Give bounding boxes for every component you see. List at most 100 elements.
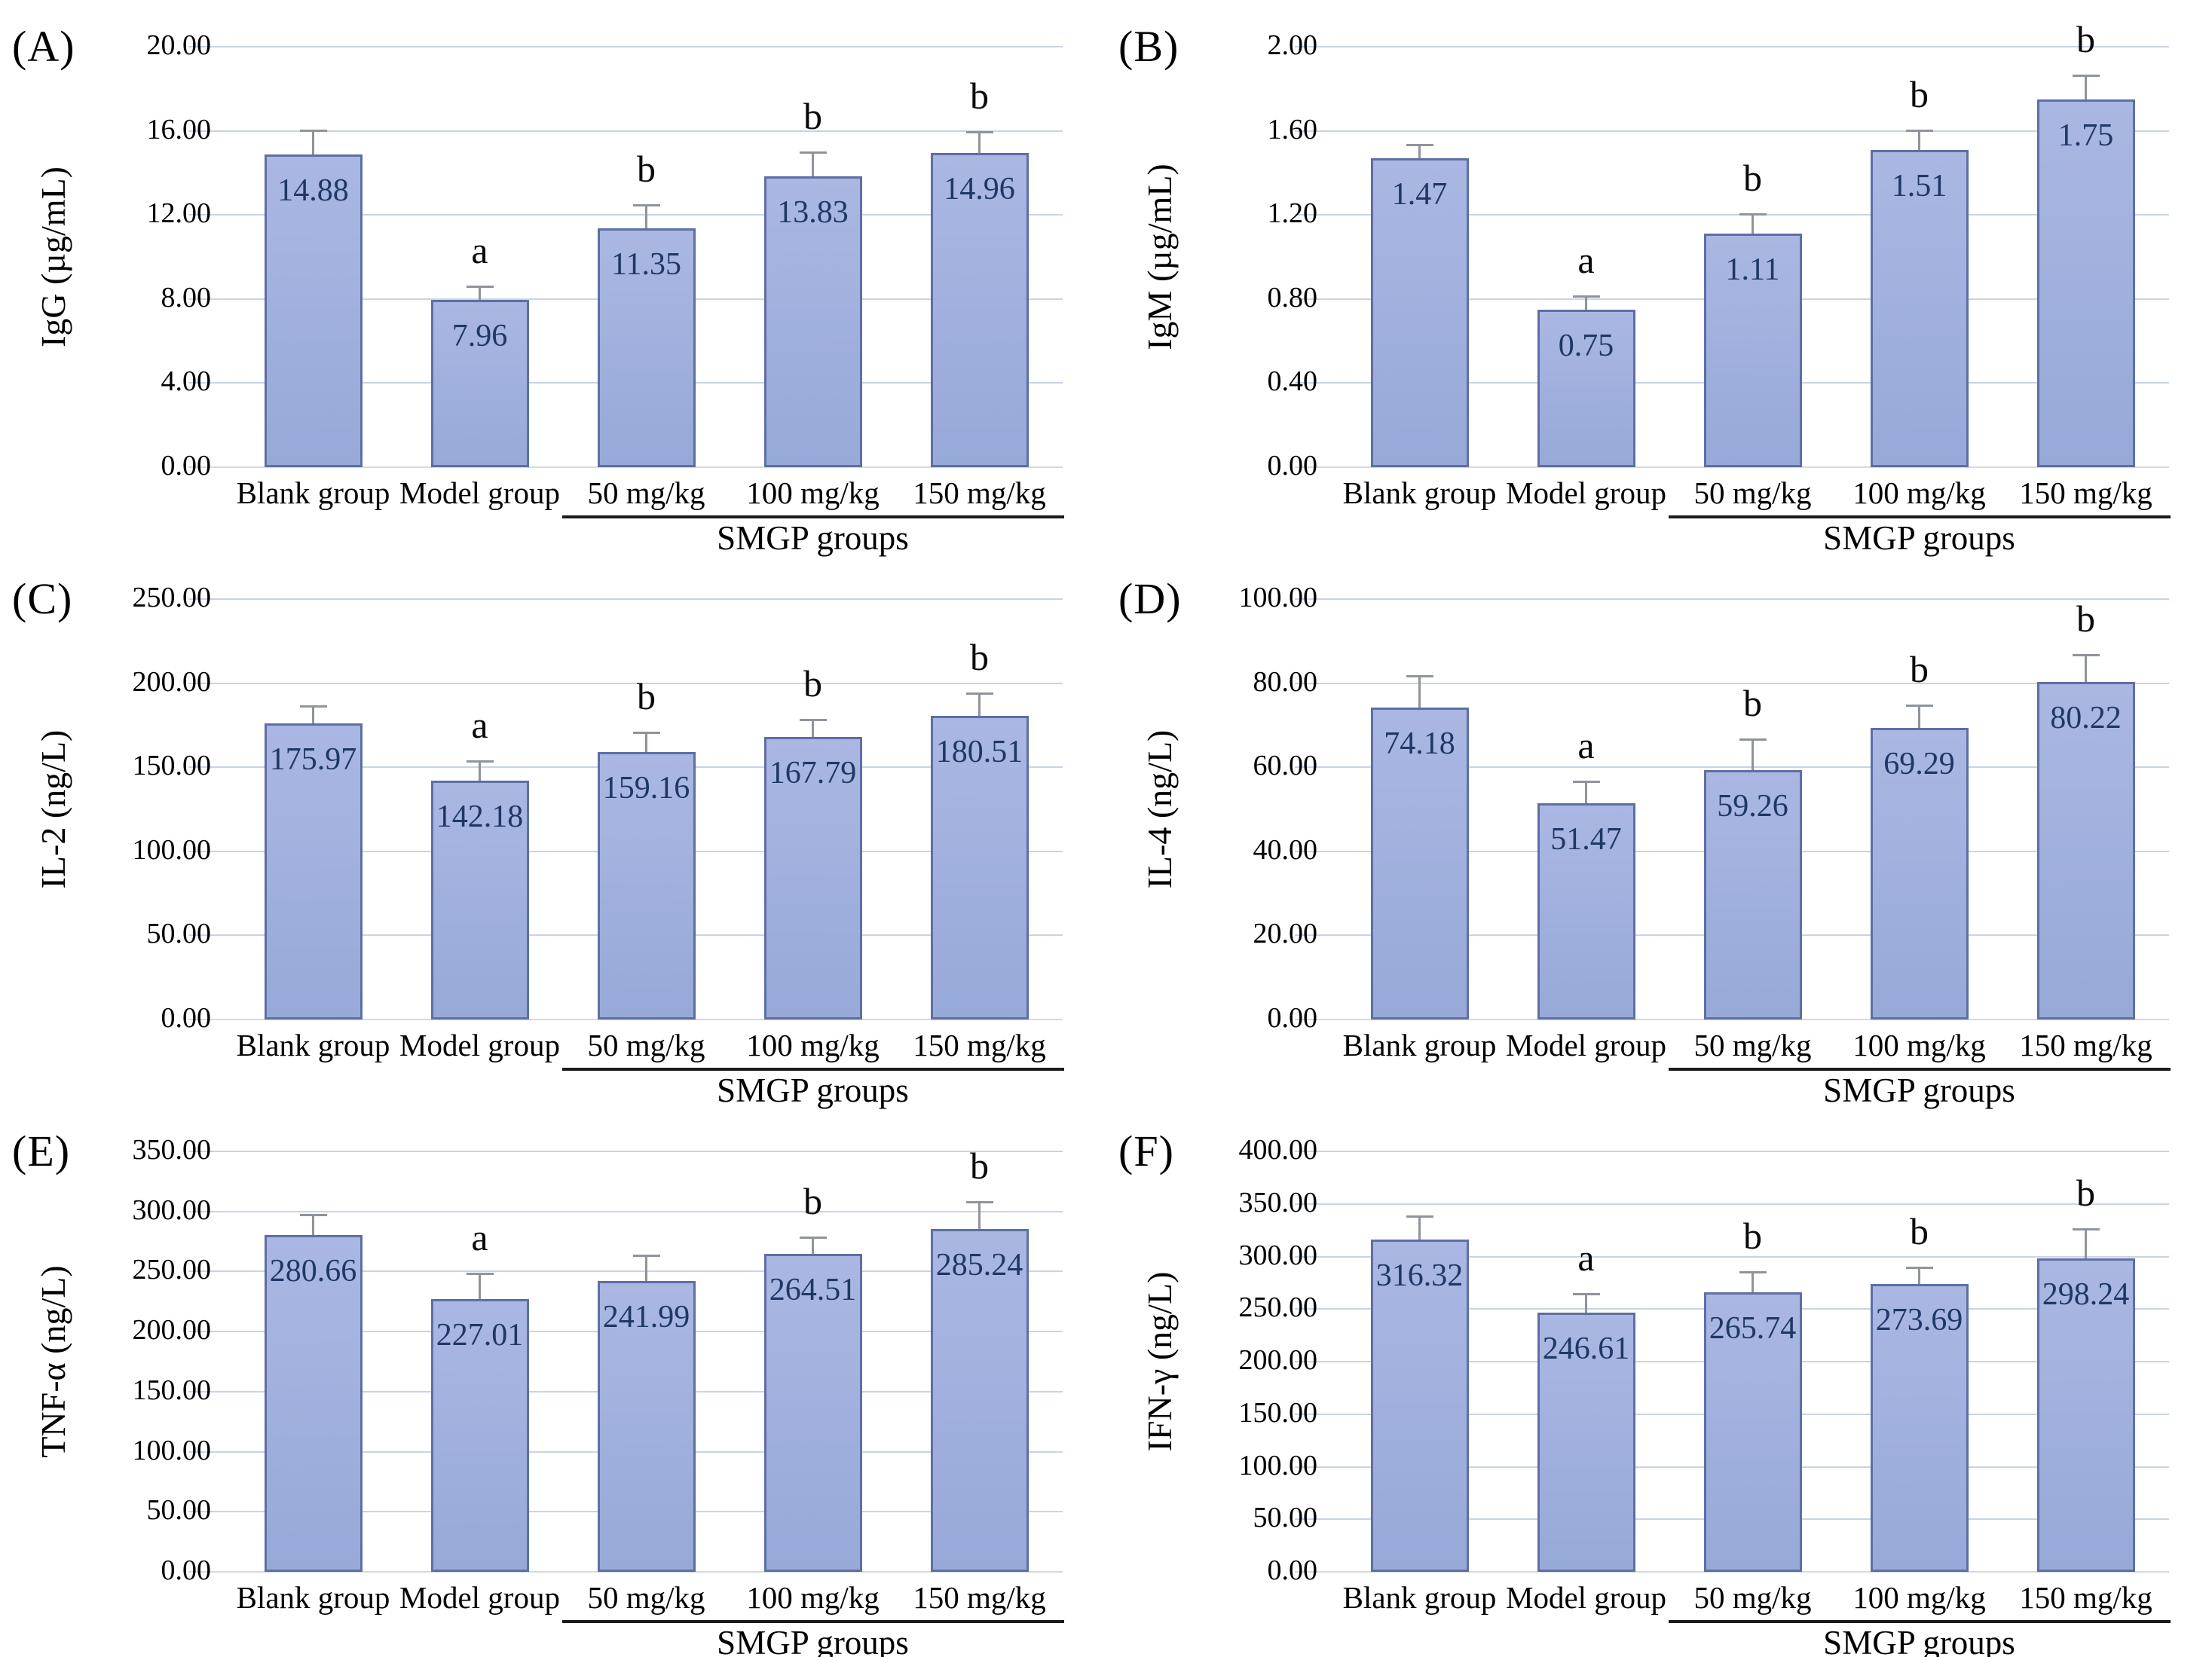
error-bar — [1752, 1272, 1754, 1298]
significance-letter: b — [2076, 598, 2095, 640]
error-bar-cap — [632, 203, 660, 206]
bar-value-label: 264.51 — [769, 1273, 857, 1308]
y-tick-label: 250.00 — [1238, 1292, 1318, 1324]
significance-letter: b — [803, 1179, 822, 1222]
y-axis-title: IFN-γ (ng/L) — [1140, 1271, 1179, 1452]
bar-value-label: 1.51 — [1891, 168, 1947, 203]
bar-value-label: 273.69 — [1875, 1303, 1963, 1338]
error-bar-cap — [1572, 1293, 1600, 1296]
bar — [1537, 309, 1635, 467]
bar-value-label: 1.75 — [2057, 118, 2114, 153]
bar — [2036, 1258, 2135, 1572]
significance-letter: b — [803, 95, 822, 138]
significance-letter: b — [1910, 648, 1929, 691]
x-category-label: Model group — [1506, 1028, 1666, 1062]
x-category-label: 50 mg/kg — [587, 475, 705, 510]
error-bar-cap — [466, 286, 494, 289]
significance-letter: a — [471, 229, 488, 272]
significance-letter: b — [637, 675, 656, 718]
x-category-label: 50 mg/kg — [1693, 1028, 1812, 1062]
x-category-label: 50 mg/kg — [1693, 475, 1812, 510]
error-bar-cap — [965, 131, 993, 134]
error-bar — [1752, 740, 1754, 775]
x-category-label: 50 mg/kg — [587, 1028, 705, 1062]
y-tick-label: 350.00 — [132, 1134, 212, 1166]
bar — [930, 716, 1029, 1020]
bar-value-label: 80.22 — [2050, 701, 2122, 736]
smgp-underline — [561, 1620, 1064, 1623]
error-bar — [812, 720, 814, 742]
significance-letter: a — [1577, 239, 1595, 281]
bar — [430, 780, 529, 1020]
y-tick-label: 0.00 — [1267, 1002, 1318, 1034]
y-axis-title: IL-2 (ng/L) — [34, 729, 72, 889]
y-tick-label: 50.00 — [146, 918, 212, 950]
gridline — [1295, 1151, 2169, 1152]
x-category-label: 150 mg/kg — [2019, 1580, 2152, 1615]
x-category-label: 150 mg/kg — [2019, 1028, 2152, 1062]
bar — [2036, 99, 2135, 467]
chart-panel-e: (E) TNF-α (ng/L) 350.00 300.00 250.00 200.00 1… — [0, 1105, 1106, 1657]
gridline — [1295, 214, 2169, 216]
significance-letter: b — [1743, 157, 1762, 200]
smgp-group-label: SMGP groups — [1823, 1072, 2015, 1109]
bar-value-label: 180.51 — [935, 735, 1023, 770]
smgp-underline — [1668, 515, 2171, 518]
y-tick-label: 250.00 — [132, 1254, 212, 1286]
chart-panel-b: (B) IgM (µg/mL) 2.00 1.60 1.20 0.80 0.40 0.00 1.… — [1106, 0, 2212, 557]
error-bar — [1585, 781, 1587, 808]
bar-value-label: 11.35 — [611, 247, 681, 283]
chart-panel-c: (C) IL-2 (ng/L) 250.00 200.00 150.00 100.00 50… — [0, 552, 1106, 1109]
x-category-label: 100 mg/kg — [1853, 1580, 1986, 1615]
y-tick-label: 100.00 — [132, 1434, 212, 1466]
bar-value-label: 1.47 — [1391, 176, 1448, 212]
bar-value-label: 167.79 — [769, 756, 857, 791]
gridline — [1295, 1255, 2169, 1258]
error-bar-cap — [965, 692, 993, 696]
gridline — [1295, 1203, 2169, 1205]
bar — [1703, 770, 1802, 1020]
significance-letter: b — [970, 636, 989, 679]
error-bar-cap — [799, 719, 827, 722]
bar — [1370, 157, 1469, 467]
bar — [264, 723, 363, 1020]
error-bar — [978, 1203, 981, 1234]
error-bar — [312, 1215, 314, 1240]
x-category-label: 100 mg/kg — [746, 1028, 880, 1062]
y-tick-label: 8.00 — [161, 281, 212, 313]
bar — [1870, 728, 1969, 1020]
smgp-group-label: SMGP groups — [1823, 519, 2015, 557]
gridline — [188, 1019, 1063, 1020]
error-bar — [479, 1273, 481, 1304]
panel-label: (E) — [12, 1127, 71, 1175]
bar — [763, 737, 862, 1020]
bar — [2036, 682, 2135, 1020]
x-category-label: Blank group — [236, 475, 390, 510]
bar — [1870, 1284, 1969, 1572]
significance-letter: a — [471, 704, 488, 747]
error-bar — [812, 1237, 814, 1259]
error-bar-cap — [1739, 213, 1767, 216]
error-bar-cap — [1739, 738, 1767, 741]
bar — [930, 1229, 1029, 1572]
significance-letter: a — [1577, 1237, 1595, 1279]
bar-value-label: 59.26 — [1717, 789, 1788, 824]
y-tick-label: 350.00 — [1238, 1186, 1318, 1218]
gridline — [188, 1151, 1063, 1152]
y-tick-label: 100.00 — [1238, 582, 1318, 613]
y-tick-label: 150.00 — [1238, 1396, 1318, 1429]
gridline — [188, 682, 1063, 684]
bar — [1703, 234, 1802, 467]
x-category-label: Blank group — [1342, 1028, 1497, 1062]
x-category-label: 50 mg/kg — [1693, 1580, 1812, 1615]
bar-value-label: 1.11 — [1725, 252, 1780, 288]
gridline — [188, 1571, 1063, 1573]
error-bar-cap — [1406, 144, 1433, 147]
error-bar-cap — [632, 1254, 660, 1257]
x-category-label: 150 mg/kg — [913, 1028, 1046, 1062]
error-bar-cap — [2072, 654, 2100, 657]
error-bar-cap — [299, 705, 327, 708]
bar — [1703, 1292, 1802, 1572]
y-tick-label: 1.20 — [1267, 197, 1318, 230]
error-bar — [2085, 76, 2087, 104]
